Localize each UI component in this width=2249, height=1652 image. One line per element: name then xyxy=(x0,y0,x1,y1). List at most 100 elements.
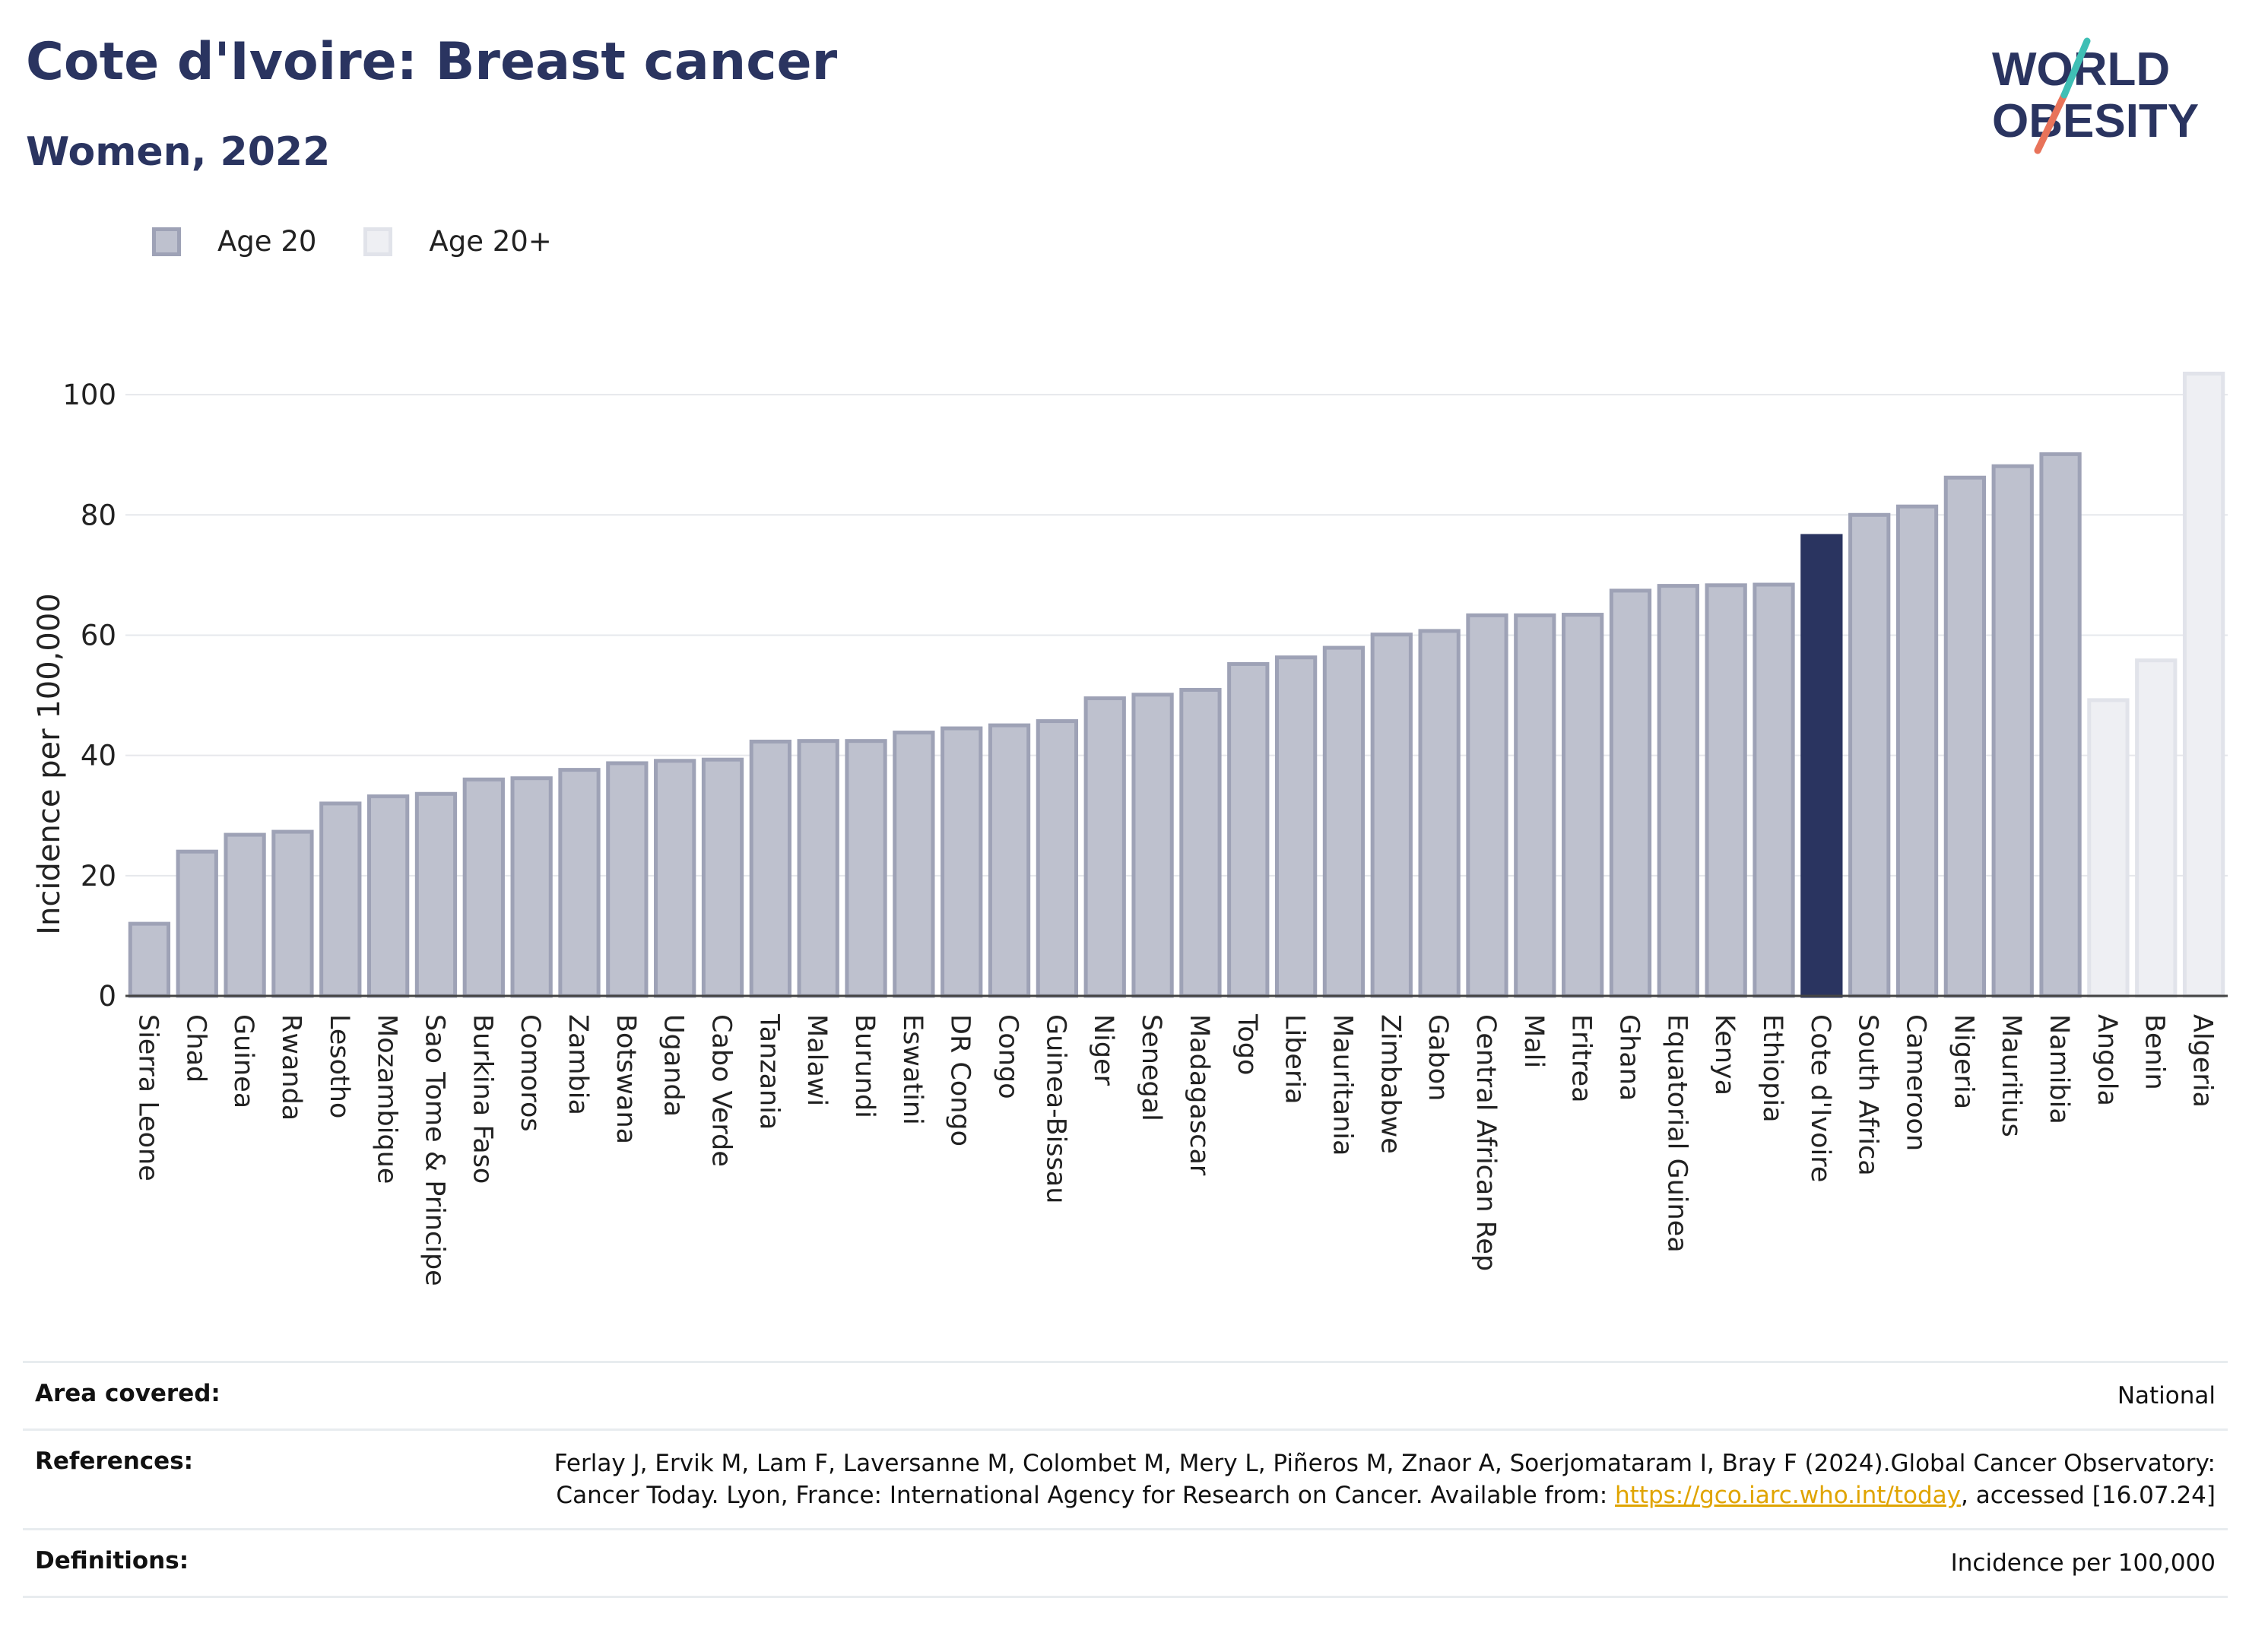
bar-madagascar[interactable] xyxy=(1179,687,1222,998)
bar-mozambique[interactable] xyxy=(366,794,410,998)
x-tick-label: Chad xyxy=(180,1014,211,1083)
x-tick-label: Gabon xyxy=(1423,1014,1453,1101)
bar-malawi[interactable] xyxy=(797,739,839,998)
legend-swatch-age20plus xyxy=(363,227,393,256)
bar-algeria[interactable] xyxy=(2182,371,2225,998)
y-tick-label: 40 xyxy=(81,740,116,772)
bar-sierra-leone[interactable] xyxy=(128,921,171,998)
x-tick-label: Congo xyxy=(993,1014,1023,1099)
bar-central-african-rep[interactable] xyxy=(1466,613,1508,998)
page-subtitle: Women, 2022 xyxy=(26,129,331,175)
x-tick-label: Sierra Leone xyxy=(132,1014,163,1181)
x-tick-label: Guinea xyxy=(228,1014,259,1108)
bar-mauritania[interactable] xyxy=(1322,645,1366,998)
x-tick-label: Ghana xyxy=(1613,1014,1644,1101)
y-tick-label: 80 xyxy=(81,499,116,531)
x-tick-label: Madagascar xyxy=(1184,1014,1214,1176)
bar-chad[interactable] xyxy=(176,849,218,998)
bar-botswana[interactable] xyxy=(606,761,649,998)
legend-item-age20plus[interactable]: Age 20+ xyxy=(363,225,552,258)
bar-ghana[interactable] xyxy=(1609,588,1652,998)
x-tick-label: Botswana xyxy=(611,1014,641,1144)
legend-item-age20[interactable]: Age 20 xyxy=(152,225,316,258)
x-tick-label: Senegal xyxy=(1136,1014,1166,1121)
x-tick-label: Angola xyxy=(2092,1014,2122,1106)
x-tick-label: Liberia xyxy=(1280,1014,1310,1105)
x-tick-label: Zambia xyxy=(563,1014,593,1115)
x-tick-label: Central African Rep xyxy=(1470,1014,1501,1271)
bar-liberia[interactable] xyxy=(1274,655,1318,998)
x-tick-label: Rwanda xyxy=(276,1014,306,1121)
bar-niger[interactable] xyxy=(1083,696,1126,998)
bar-kenya[interactable] xyxy=(1705,583,1747,998)
bar-sao-tome-principe[interactable] xyxy=(414,791,458,998)
bar-burundi[interactable] xyxy=(845,739,887,998)
bar-uganda[interactable] xyxy=(654,759,696,998)
bar-benin[interactable] xyxy=(2135,658,2178,998)
footer-row-area: Area covered: National xyxy=(23,1361,2228,1428)
bar-gabon[interactable] xyxy=(1418,629,1461,998)
bar-south-africa[interactable] xyxy=(1848,512,1891,998)
x-tick-label: Guinea-Bissau xyxy=(1040,1014,1071,1203)
x-tick-label: Sao Tome & Principe xyxy=(419,1014,449,1286)
bar-tanzania[interactable] xyxy=(749,739,791,998)
chart-legend: Age 20 Age 20+ xyxy=(152,225,599,258)
bar-eswatini[interactable] xyxy=(893,731,935,998)
bar-zimbabwe[interactable] xyxy=(1370,633,1413,998)
bar-comoros[interactable] xyxy=(510,776,553,998)
bar-angola[interactable] xyxy=(2087,698,2130,998)
logo-slash-teal xyxy=(2060,37,2091,99)
y-tick-label: 20 xyxy=(81,860,116,893)
bar-ethiopia[interactable] xyxy=(1753,582,1795,998)
bar-dr-congo[interactable] xyxy=(941,726,983,998)
bar-namibia[interactable] xyxy=(2039,452,2082,998)
bar-senegal[interactable] xyxy=(1131,693,1174,998)
bar-guinea[interactable] xyxy=(224,832,266,998)
bar-guinea-bissau[interactable] xyxy=(1036,719,1079,998)
x-tick-label: South Africa xyxy=(1853,1014,1883,1176)
world-obesity-logo: WORLD OBESITY xyxy=(1992,37,2199,154)
y-axis-ticks: 0 20 40 60 80 100 xyxy=(62,379,116,1013)
chart-footer: Area covered: National References: Ferla… xyxy=(23,1361,2228,1598)
bar-togo[interactable] xyxy=(1227,661,1270,998)
x-tick-label: Comoros xyxy=(515,1014,545,1132)
bar-equatorial-guinea[interactable] xyxy=(1657,584,1699,998)
y-axis-label: Incidence per 100,000 xyxy=(32,593,67,935)
bar-cabo-verde[interactable] xyxy=(701,757,744,998)
x-tick-label: Eswatini xyxy=(897,1014,928,1125)
bar-eritrea[interactable] xyxy=(1562,613,1604,998)
bar-chart: 0 20 40 60 80 100 Sierra Leone Chad Guinea Rwand… xyxy=(32,371,2228,1286)
x-tick-label: Uganda xyxy=(658,1014,689,1117)
bar-congo[interactable] xyxy=(988,723,1031,998)
x-tick-label: Lesotho xyxy=(324,1014,354,1118)
bar-mali[interactable] xyxy=(1514,613,1556,998)
references-link[interactable]: https://gco.iarc.who.int/today xyxy=(1615,1482,1961,1509)
references-value: Ferlay J, Ervik M, Lam F, Laversanne M, … xyxy=(467,1447,2216,1511)
x-tick-label: Niger xyxy=(1088,1014,1118,1086)
x-tick-label: Mauritania xyxy=(1327,1014,1357,1156)
area-covered-label: Area covered: xyxy=(35,1380,220,1407)
bar-rwanda[interactable] xyxy=(271,829,314,998)
x-tick-label: Mozambique xyxy=(372,1014,402,1184)
bar-cameroon[interactable] xyxy=(1895,504,1939,998)
bar-lesotho[interactable] xyxy=(319,801,362,998)
footer-row-definitions: Definitions: Incidence per 100,000 xyxy=(23,1528,2228,1598)
y-tick-label: 0 xyxy=(98,980,116,1013)
bar-mauritius[interactable] xyxy=(1991,464,2034,998)
x-tick-label: Equatorial Guinea xyxy=(1661,1014,1692,1253)
x-tick-label: Malawi xyxy=(801,1014,832,1106)
references-text: Ferlay J, Ervik M, Lam F, Laversanne M, … xyxy=(554,1450,2216,1509)
footer-row-references: References: Ferlay J, Ervik M, Lam F, La… xyxy=(23,1428,2228,1528)
page-title: Cote d'Ivoire: Breast cancer xyxy=(26,32,838,92)
bar-burkina-faso[interactable] xyxy=(462,777,505,998)
x-tick-label: Cameroon xyxy=(1901,1014,1931,1151)
x-tick-label: Nigeria xyxy=(1948,1014,1978,1109)
x-tick-label: Benin xyxy=(2140,1014,2170,1090)
definitions-label: Definitions: xyxy=(35,1547,189,1574)
x-tick-label: Namibia xyxy=(2044,1014,2074,1124)
bar-nigeria[interactable] xyxy=(1943,475,1987,998)
x-tick-label: Mali xyxy=(1518,1014,1549,1068)
x-tick-label: DR Congo xyxy=(945,1014,975,1146)
bar-zambia[interactable] xyxy=(558,768,601,998)
bar-cote-d-ivoire[interactable] xyxy=(1800,534,1843,998)
